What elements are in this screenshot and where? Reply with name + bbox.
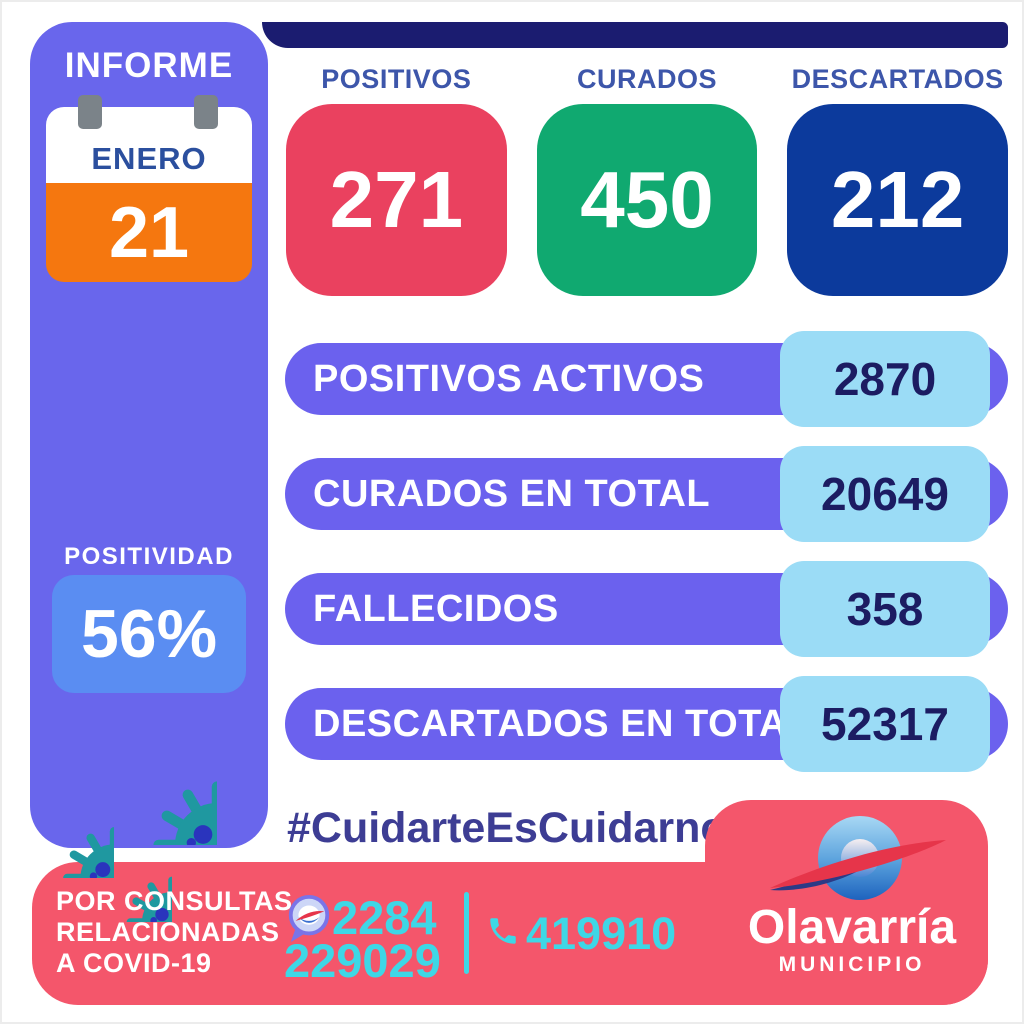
positivos-card: 271 <box>286 104 507 296</box>
positivos-value: 271 <box>329 155 464 244</box>
positivos-activos-value-box: 2870 <box>780 331 990 427</box>
descartados-card: 212 <box>787 104 1008 296</box>
whatsapp-bubble-icon <box>288 894 330 943</box>
positivos-activos-label: POSITIVOS ACTIVOS <box>313 358 705 400</box>
calendar-ring-icon <box>78 95 102 129</box>
descartados-total-label: DESCARTADOS EN TOTAL <box>313 703 811 745</box>
campaign-hashtag: #CuidarteEsCuidarnos <box>287 804 751 852</box>
top-accent-strip <box>262 22 1008 48</box>
phone-icon <box>490 918 516 944</box>
curados-total-bar: CURADOS EN TOTAL 20649 <box>285 446 1008 542</box>
whatsapp-number-line2: 229029 <box>284 934 441 987</box>
fallecidos-bar: FALLECIDOS 358 <box>285 561 1008 657</box>
curados-card: 450 <box>536 104 758 296</box>
consultas-line: POR CONSULTAS <box>56 886 293 916</box>
calendar-month: ENERO <box>91 141 207 176</box>
fallecidos-label: FALLECIDOS <box>313 588 559 630</box>
positivos-activos-value: 2870 <box>833 353 937 405</box>
curados-label: CURADOS <box>576 64 717 94</box>
stat-card-labels: POSITIVOS CURADOS DESCARTADOS <box>286 64 1008 98</box>
brand-name: Olavarría <box>747 901 957 954</box>
consultas-line: A COVID-19 <box>56 948 212 978</box>
report-sidebar: INFORME ENERO 21 POSITIVIDAD 56% <box>30 22 268 848</box>
consultas-line: RELACIONADAS <box>56 917 280 947</box>
descartados-total-value-box: 52317 <box>780 676 990 772</box>
footer-divider <box>464 892 469 974</box>
positivos-activos-bar: POSITIVOS ACTIVOS 2870 <box>285 331 1008 427</box>
descartados-total-bar: DESCARTADOS EN TOTAL 52317 <box>285 676 1008 772</box>
olavarria-logo-icon <box>770 816 946 900</box>
calendar-icon: ENERO 21 <box>46 95 252 282</box>
calendar-ring-icon <box>194 95 218 129</box>
descartados-total-value: 52317 <box>821 698 949 750</box>
positivity-value: 56% <box>80 596 218 672</box>
descartados-label: DESCARTADOS <box>791 64 1004 94</box>
curados-value: 450 <box>580 155 714 244</box>
whatsapp-number-line1: 2284 <box>332 891 437 944</box>
curados-total-label: CURADOS EN TOTAL <box>313 473 711 515</box>
positivity-box: 56% <box>52 575 246 693</box>
consultas-text: POR CONSULTAS RELACIONADAS A COVID-19 <box>56 886 293 979</box>
positivos-label: POSITIVOS <box>321 64 472 94</box>
descartados-value: 212 <box>830 155 965 244</box>
fallecidos-value-box: 358 <box>780 561 990 657</box>
calendar-day: 21 <box>108 192 190 273</box>
report-title: INFORME <box>64 46 234 85</box>
phone-number: 419910 <box>526 908 677 959</box>
stat-cards: 271 450 212 <box>286 104 1008 296</box>
curados-total-value: 20649 <box>821 468 949 520</box>
fallecidos-value: 358 <box>846 583 924 635</box>
brand-subtitle: MUNICIPIO <box>778 953 926 976</box>
curados-total-value-box: 20649 <box>780 446 990 542</box>
positivity-label: POSITIVIDAD <box>64 543 234 570</box>
